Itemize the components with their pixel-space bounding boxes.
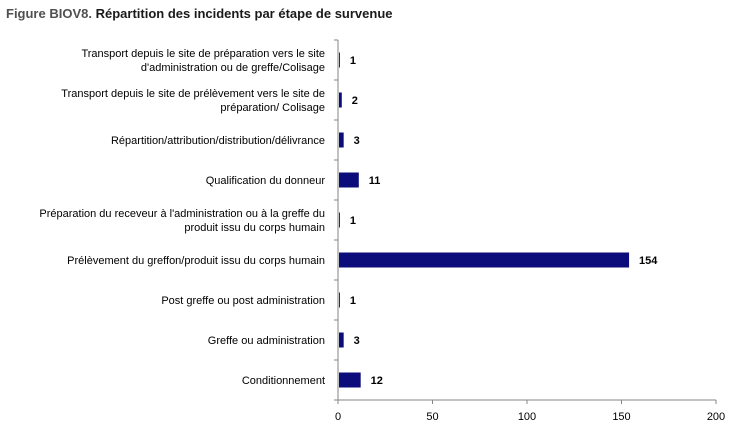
category-label: Prélèvement du greffon/produit issu du c… — [67, 255, 325, 267]
bar — [339, 212, 340, 228]
category-label: Transport depuis le site de prélèvement … — [61, 88, 325, 100]
figure-prefix: Figure BIOV8. — [6, 6, 92, 21]
x-tick-label: 200 — [707, 411, 725, 423]
bar-value-label: 154 — [639, 255, 658, 267]
bar — [339, 52, 340, 68]
bar — [339, 172, 359, 188]
category-label: préparation/ Colisage — [220, 102, 325, 114]
category-label: Préparation du receveur à l'administrati… — [39, 208, 325, 220]
bar — [339, 292, 340, 308]
category-label: d'administration ou de greffe/Colisage — [141, 62, 325, 74]
bar-value-label: 11 — [369, 175, 381, 187]
bar — [339, 252, 630, 268]
category-label: Post greffe ou post administration — [161, 295, 325, 307]
bar — [339, 332, 344, 348]
bar — [339, 132, 344, 148]
figure-title-text: Répartition des incidents par étape de s… — [95, 6, 393, 21]
bar-value-label: 3 — [354, 135, 360, 147]
bar-value-label: 12 — [371, 375, 383, 387]
category-label: Greffe ou administration — [208, 335, 325, 347]
figure-title: Figure BIOV8. Répartition des incidents … — [6, 6, 393, 21]
bar — [339, 92, 342, 108]
bar-value-label: 3 — [354, 335, 360, 347]
x-tick-label: 100 — [518, 411, 536, 423]
bar-value-label: 1 — [350, 215, 356, 227]
category-label: Qualification du donneur — [206, 175, 326, 187]
x-tick-label: 0 — [335, 411, 341, 423]
category-label: Conditionnement — [242, 375, 325, 387]
bar-value-label: 1 — [350, 55, 356, 67]
bar-value-label: 2 — [352, 95, 358, 107]
category-label: Répartition/attribution/distribution/dél… — [111, 135, 325, 147]
x-tick-label: 150 — [612, 411, 630, 423]
category-label: produit issu du corps humain — [184, 222, 325, 234]
bar-value-label: 1 — [350, 295, 356, 307]
x-tick-label: 50 — [426, 411, 438, 423]
category-label: Transport depuis le site de préparation … — [81, 48, 325, 60]
bar — [339, 372, 361, 388]
